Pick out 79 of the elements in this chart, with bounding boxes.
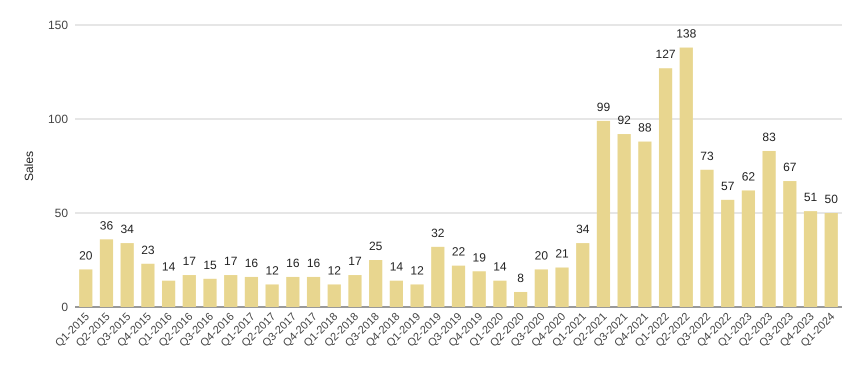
data-label: 127: [656, 47, 676, 62]
bar: [431, 246, 444, 307]
bar: [182, 275, 196, 307]
bar: [472, 271, 486, 307]
y-tick-label: 0: [61, 300, 68, 314]
bar: [493, 280, 507, 307]
bar: [452, 266, 466, 307]
bar: [555, 268, 569, 307]
bar: [203, 278, 217, 307]
bar: [369, 260, 382, 307]
bar: [596, 120, 610, 307]
data-label: 20: [534, 248, 548, 262]
data-label: 57: [721, 178, 735, 193]
y-axis-title: Sales: [22, 150, 36, 182]
data-label: 20: [79, 248, 93, 262]
data-label: 16: [286, 256, 300, 270]
bar: [576, 243, 590, 307]
bar: [804, 211, 818, 307]
data-label: 14: [162, 260, 176, 274]
bar: [700, 170, 714, 307]
data-label: 88: [638, 120, 652, 135]
bar: [348, 275, 362, 307]
data-label: 17: [182, 254, 196, 268]
bar: [410, 284, 424, 307]
bar: [721, 200, 734, 307]
bar: [680, 48, 693, 307]
data-label: 21: [555, 246, 570, 261]
bar: [618, 134, 631, 307]
data-label: 138: [676, 26, 697, 41]
data-label: 51: [804, 190, 818, 204]
bar: [266, 284, 279, 307]
data-label: 73: [700, 148, 714, 163]
data-label: 62: [742, 169, 756, 184]
data-label: 12: [410, 263, 424, 278]
bar: [783, 181, 796, 307]
data-label: 19: [472, 250, 486, 264]
data-label: 92: [617, 113, 632, 128]
bar: [638, 142, 652, 307]
bar: [224, 275, 238, 307]
data-label: 12: [265, 263, 280, 278]
data-label: 99: [596, 100, 610, 114]
bar: [79, 269, 92, 307]
data-label: 22: [452, 244, 466, 259]
data-label: 16: [306, 256, 321, 270]
data-label: 12: [328, 263, 342, 278]
data-label: 83: [762, 130, 776, 144]
data-label: 32: [431, 226, 445, 240]
data-label: 17: [348, 254, 362, 268]
bar: [141, 264, 155, 307]
bar: [120, 243, 134, 307]
data-label: 15: [203, 258, 218, 272]
data-label: 67: [783, 160, 797, 174]
bar: [824, 213, 838, 307]
data-label: 8: [517, 270, 524, 285]
bar: [742, 190, 756, 307]
data-label: 34: [120, 222, 134, 236]
data-label: 14: [390, 260, 404, 274]
bar: [244, 276, 258, 307]
bar: [514, 292, 528, 307]
y-tick-label: 150: [48, 18, 68, 32]
bar: [100, 239, 114, 307]
data-label: 34: [576, 222, 590, 236]
y-tick-label: 100: [48, 112, 68, 126]
data-label: 14: [493, 260, 507, 274]
bar: [162, 280, 176, 307]
data-label: 25: [368, 239, 383, 253]
bar: [306, 276, 320, 307]
bar: [658, 68, 672, 307]
data-label: 16: [244, 256, 258, 270]
bar: [328, 284, 341, 307]
data-label: 23: [141, 242, 155, 257]
bar: [534, 269, 548, 307]
data-label: 50: [824, 192, 838, 206]
bar: [762, 150, 776, 307]
data-label: 17: [224, 254, 238, 268]
data-label: 36: [100, 218, 114, 232]
bar: [390, 280, 404, 307]
bar: [286, 276, 300, 307]
y-tick-label: 50: [54, 206, 68, 220]
